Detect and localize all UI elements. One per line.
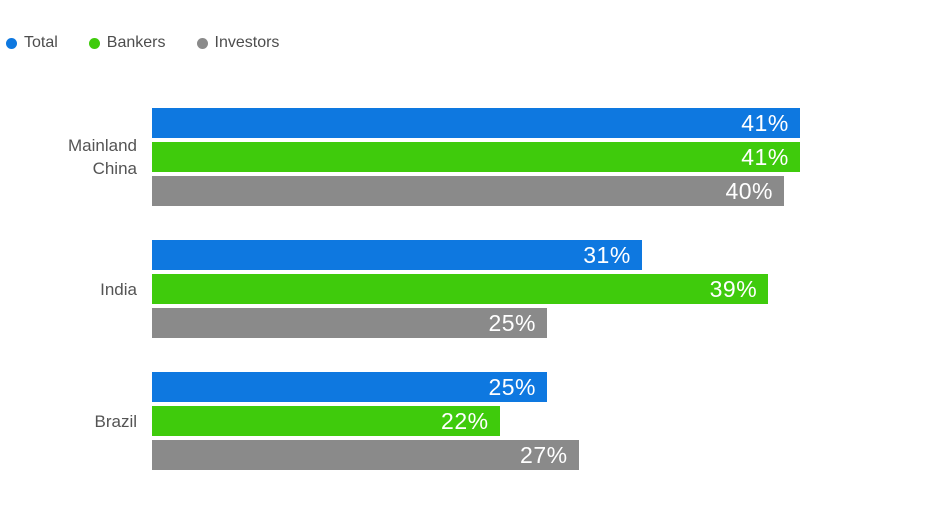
bar-investors-mainland-china: 40%: [152, 176, 784, 206]
category-label: Mainland China: [0, 108, 137, 206]
bars-brazil: 25% 22% 27%: [152, 372, 579, 470]
total-legend-dot-icon: [6, 37, 17, 49]
category-label-text: India: [100, 279, 137, 299]
bar-value-label: 25%: [488, 373, 536, 400]
investors-legend-dot-icon: [196, 37, 208, 49]
bar-investors-india: 25%: [152, 308, 547, 338]
category-label-text: Brazil: [94, 411, 137, 431]
bar-group-mainland-china: Mainland China 41% 41% 40%: [0, 108, 800, 206]
bar-value-label: 22%: [441, 407, 489, 434]
bars-india: 31% 39% 25%: [152, 240, 769, 338]
bars-mainland-china: 41% 41% 40%: [152, 108, 800, 206]
legend-label-bankers: Bankers: [106, 34, 166, 51]
category-label-text: Mainland China: [68, 136, 137, 178]
bar-value-label: 27%: [520, 441, 568, 468]
bar-value-label: 41%: [741, 143, 789, 170]
category-label: Brazil: [0, 372, 137, 470]
bar-bankers-india: 39%: [152, 274, 769, 304]
legend-item-bankers: Bankers: [88, 34, 166, 52]
bar-total-india: 31%: [152, 240, 642, 270]
bar-total-brazil: 25%: [152, 372, 547, 402]
bar-value-label: 39%: [709, 275, 758, 302]
bankers-legend-dot-icon: [88, 37, 100, 49]
bar-bankers-brazil: 22%: [152, 406, 500, 436]
legend-item-total: Total: [6, 34, 58, 52]
bar-value-label: 31%: [583, 241, 631, 268]
bar-group-india: India 31% 39% 25%: [0, 240, 800, 338]
legend: Total Bankers Investors: [6, 34, 279, 52]
bar-value-label: 25%: [488, 309, 536, 336]
chart-plot-area: Mainland China 41% 41% 40% India 31% 39% 25% Bra…: [0, 108, 800, 470]
category-label: India: [0, 240, 137, 338]
bar-bankers-mainland-china: 41%: [152, 142, 800, 172]
bar-value-label: 40%: [725, 177, 773, 204]
bar-total-mainland-china: 41%: [152, 108, 800, 138]
legend-label-investors: Investors: [214, 34, 280, 51]
bar-value-label: 41%: [741, 109, 789, 136]
legend-label-total: Total: [24, 34, 58, 51]
bar-investors-brazil: 27%: [152, 440, 579, 470]
bar-group-brazil: Brazil 25% 22% 27%: [0, 372, 800, 470]
legend-item-investors: Investors: [196, 34, 280, 52]
